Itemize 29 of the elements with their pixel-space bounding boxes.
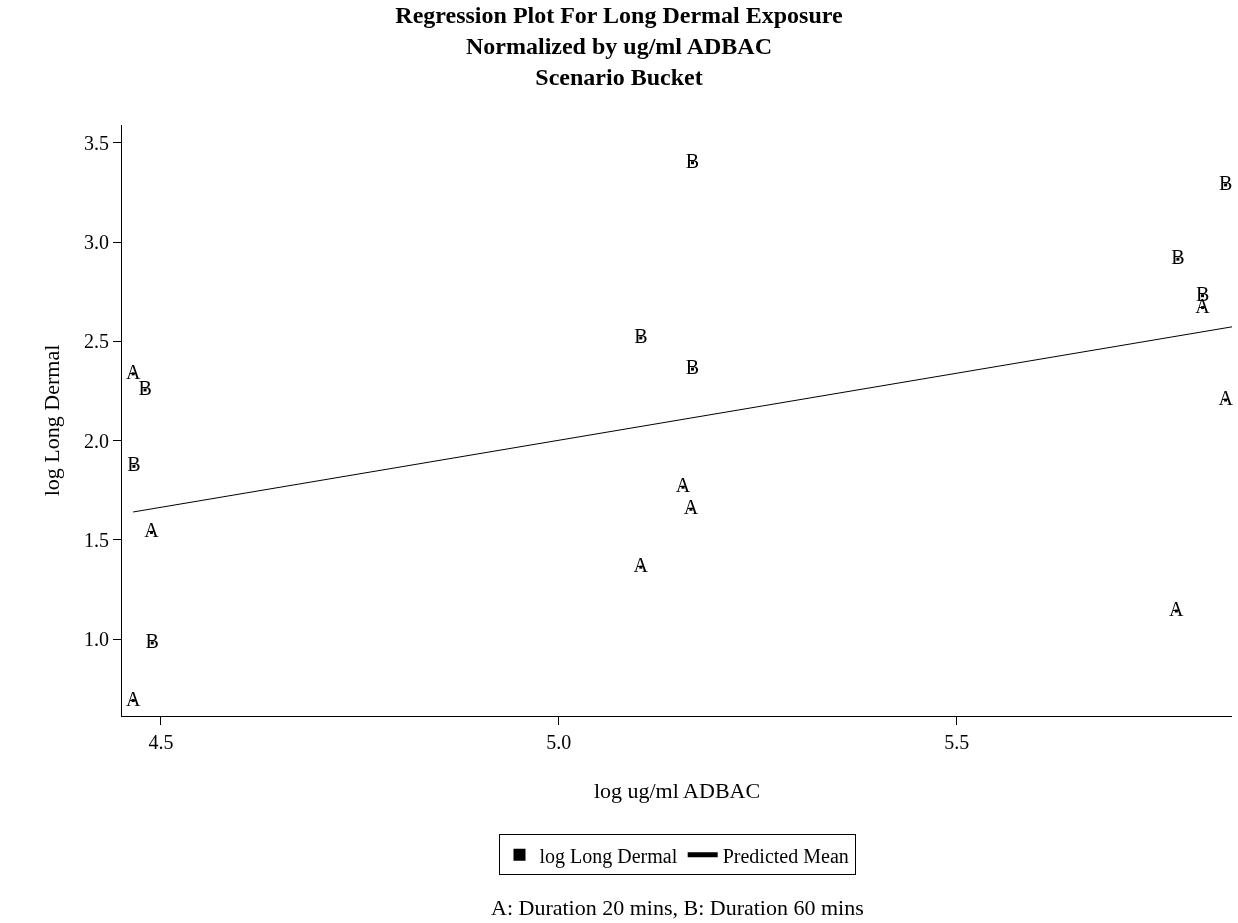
data-label: B — [685, 356, 700, 379]
x-tick-label: 5.0 — [546, 731, 572, 753]
data-label: B — [634, 324, 648, 347]
data-label: A — [1218, 387, 1234, 410]
y-tick-label: 2.0 — [84, 429, 109, 452]
x-axis-title: log ug/ml ADBAC — [593, 777, 761, 803]
x-tick-label: 4.5 — [148, 731, 174, 753]
y-tick-label: 2.5 — [84, 330, 109, 353]
data-label: A — [633, 554, 649, 577]
data-label: B — [145, 629, 159, 652]
data-label: B — [1218, 171, 1233, 194]
y-tick-label: 3.5 — [84, 131, 109, 154]
data-label: A — [675, 474, 691, 497]
y-tick-label: 1.5 — [84, 528, 109, 551]
data-label: A — [1169, 598, 1185, 621]
y-tick-label: 3.0 — [84, 231, 109, 254]
chart-title: Regression Plot For Long Dermal Exposure Normalized by ug/ml ADBAC Scenario Bucket — [395, 2, 843, 91]
x-tick-label: 5.5 — [944, 731, 970, 753]
data-label: B — [1171, 246, 1185, 269]
data-label: B — [127, 453, 141, 476]
y-tick-label: 1.0 — [84, 628, 109, 650]
data-label: A — [125, 687, 141, 710]
data-label: B — [685, 149, 700, 172]
legend-label: log Long Dermal — [539, 844, 678, 868]
data-label: A — [683, 496, 699, 519]
legend-label: Predicted Mean — [722, 844, 849, 867]
text: A: Duration 20 mins, B: Duration 60 mins — [491, 895, 864, 920]
data-label: A — [144, 519, 160, 542]
y-axis-title: log Long Dermal — [38, 344, 64, 497]
